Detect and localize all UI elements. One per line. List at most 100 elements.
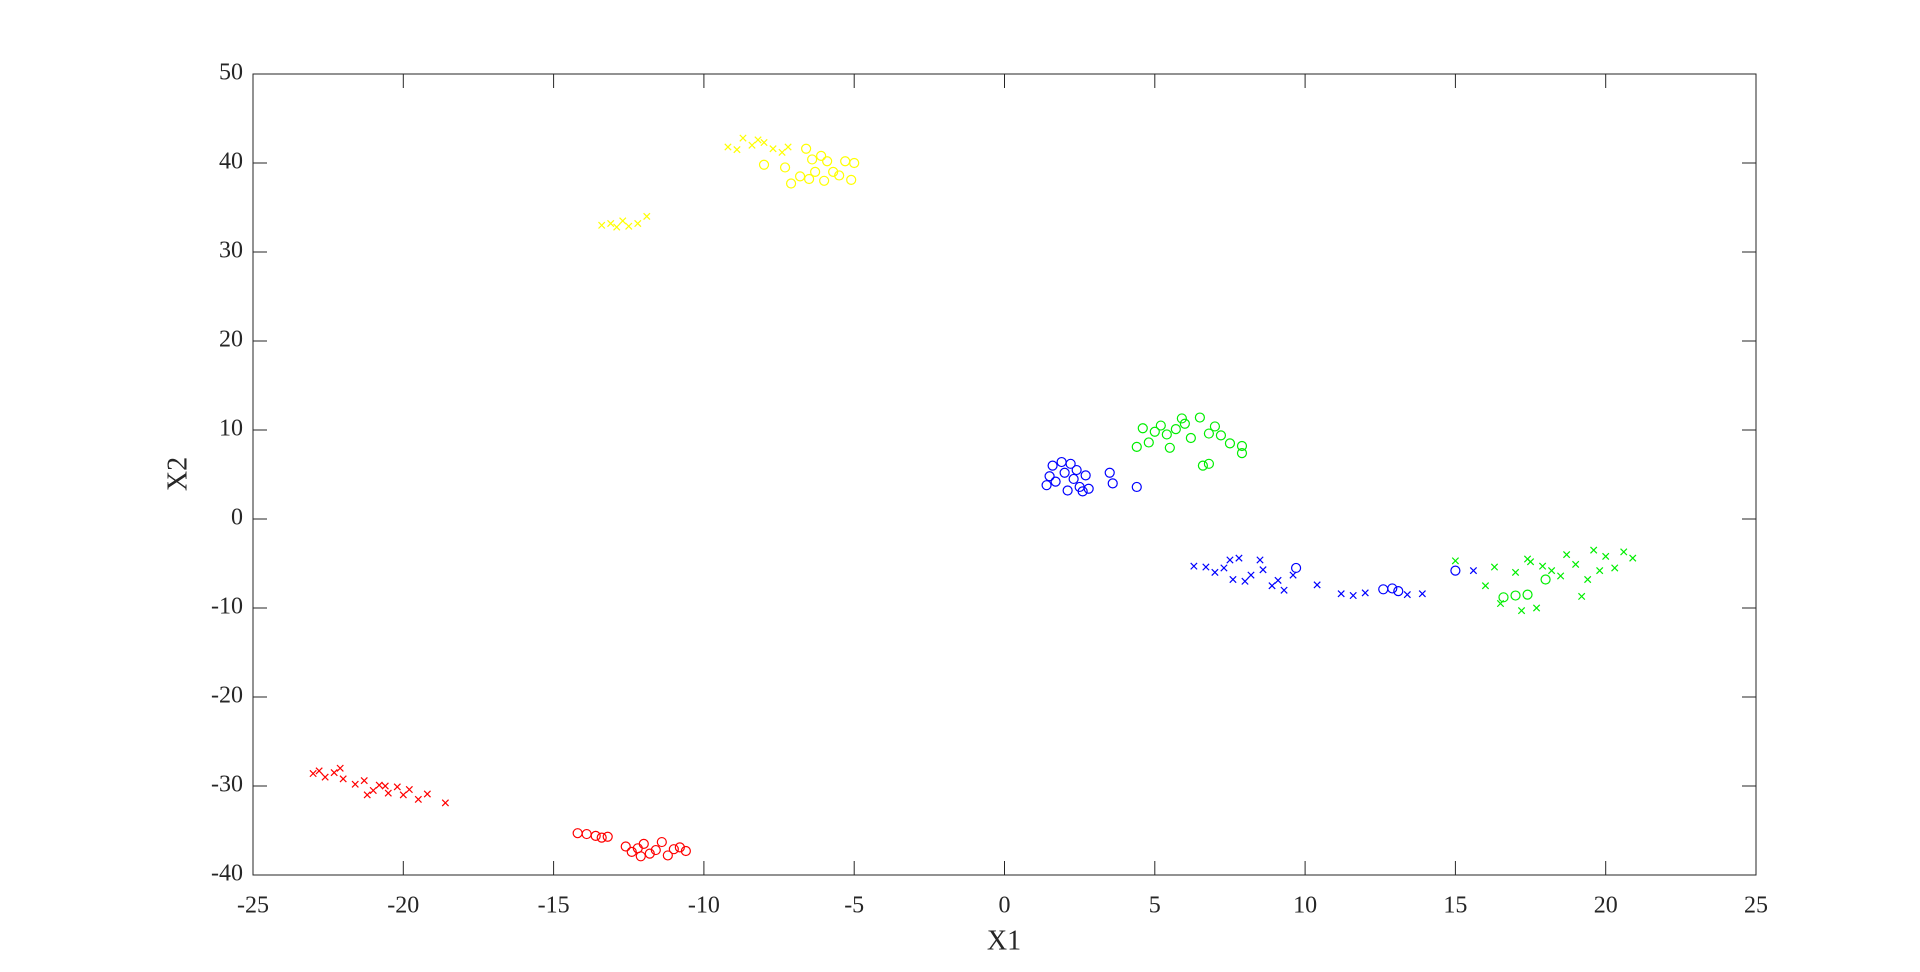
point — [1185, 432, 1196, 444]
point — [620, 841, 631, 852]
y-tick-label: -30 — [211, 772, 243, 798]
x-tick-label: 20 — [1594, 893, 1618, 919]
point — [733, 146, 741, 154]
point — [1190, 562, 1198, 570]
point — [662, 850, 673, 861]
point — [1107, 478, 1118, 489]
point — [739, 134, 747, 142]
point — [381, 782, 389, 790]
y-tick-label: -10 — [211, 594, 243, 620]
point — [1450, 565, 1461, 576]
point — [1224, 438, 1236, 449]
point — [1155, 420, 1166, 431]
point — [1241, 577, 1249, 585]
point — [315, 767, 323, 775]
point — [590, 830, 601, 841]
point — [650, 844, 661, 856]
point — [754, 136, 762, 144]
point — [613, 223, 621, 231]
point — [1469, 566, 1478, 575]
point — [1540, 574, 1551, 585]
point — [1137, 423, 1148, 434]
point — [339, 775, 347, 783]
point — [423, 790, 431, 798]
point — [1517, 607, 1526, 615]
point — [1211, 568, 1219, 577]
point — [1068, 473, 1079, 485]
point — [1629, 554, 1637, 562]
y-tick-label: -20 — [211, 683, 243, 709]
point — [1280, 586, 1288, 594]
point — [794, 171, 806, 182]
y-tick-label: 50 — [219, 60, 243, 86]
point — [602, 831, 613, 842]
point — [1226, 556, 1234, 564]
point — [1215, 430, 1227, 441]
point — [785, 178, 797, 189]
point — [399, 791, 407, 799]
point — [1620, 548, 1628, 556]
point — [1393, 585, 1404, 597]
point — [1203, 458, 1215, 469]
point — [1176, 413, 1187, 424]
point — [596, 832, 607, 843]
x-tick-label: 25 — [1744, 893, 1768, 919]
point — [1059, 467, 1070, 478]
point — [625, 222, 633, 230]
point — [1562, 550, 1571, 559]
x-tick-label: 10 — [1293, 893, 1317, 919]
point — [1229, 575, 1237, 584]
point — [414, 795, 422, 803]
point — [1274, 576, 1282, 585]
point — [680, 845, 691, 857]
point — [1143, 437, 1154, 448]
point — [638, 838, 649, 849]
point — [1361, 589, 1369, 597]
point — [1490, 563, 1499, 571]
point — [1149, 426, 1160, 437]
point — [1602, 552, 1610, 561]
x-tick-label: -5 — [844, 893, 864, 919]
x-tick-label: -10 — [688, 893, 720, 919]
point — [674, 842, 685, 853]
point — [607, 219, 615, 228]
point — [1104, 467, 1115, 478]
point — [634, 219, 642, 228]
point — [748, 141, 756, 149]
point — [441, 799, 450, 807]
x-axis-label: X1 — [987, 925, 1021, 956]
point — [778, 148, 786, 156]
point — [1611, 564, 1619, 572]
point — [1510, 590, 1521, 601]
point — [1247, 571, 1255, 579]
point — [626, 846, 637, 857]
point — [1451, 557, 1460, 565]
point — [336, 764, 344, 772]
y-axis-label: X2 — [162, 457, 193, 491]
point — [810, 166, 821, 177]
point — [619, 217, 627, 225]
point — [1313, 581, 1321, 589]
point — [1194, 412, 1205, 423]
point — [321, 773, 329, 781]
point — [644, 848, 655, 859]
point — [1337, 590, 1345, 598]
point — [1498, 592, 1509, 603]
x-tick-label: 15 — [1443, 893, 1467, 919]
point — [363, 791, 371, 799]
point — [822, 156, 833, 167]
point — [369, 786, 377, 795]
point — [819, 175, 830, 186]
point — [779, 162, 791, 173]
point — [1209, 421, 1221, 432]
point — [1556, 572, 1565, 580]
point — [351, 780, 359, 788]
point — [1547, 566, 1556, 575]
point — [758, 159, 770, 170]
point — [804, 173, 815, 185]
point — [668, 844, 679, 855]
point — [360, 777, 368, 785]
point — [1522, 589, 1533, 600]
point — [1131, 481, 1142, 493]
point — [1041, 480, 1052, 491]
